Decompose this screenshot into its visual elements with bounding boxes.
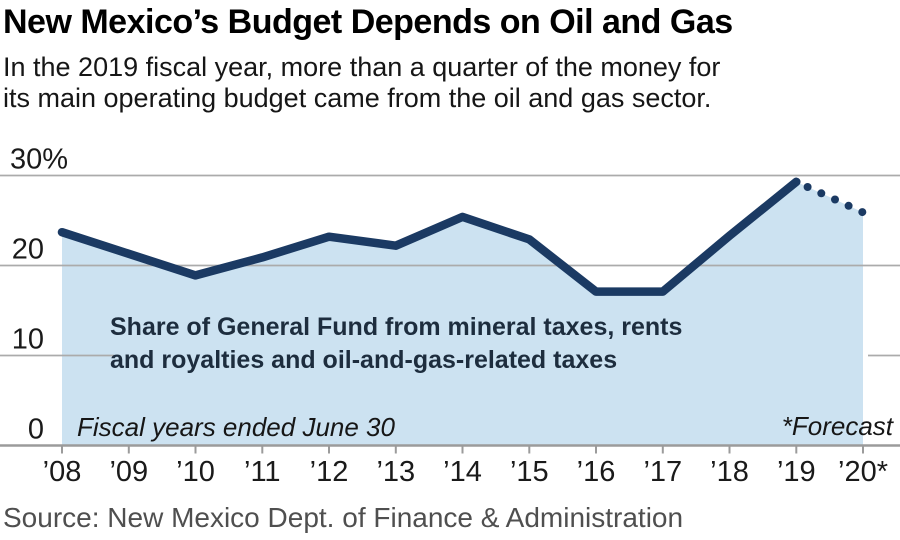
forecast-dots xyxy=(803,183,867,217)
chart-title: New Mexico’s Budget Depends on Oil and G… xyxy=(3,3,733,41)
y-axis-labels: 30% 20 10 0 xyxy=(10,144,68,446)
x-tick-label: ’20* xyxy=(838,456,888,488)
gridlines xyxy=(0,174,900,447)
annotation-share-general-fund-line2: and royalties and oil-and-gas-related ta… xyxy=(110,346,617,374)
footnote-fiscal-years: Fiscal years ended June 30 xyxy=(77,412,396,442)
y-tick-label: 10 xyxy=(12,324,44,356)
x-tick-label: ’14 xyxy=(443,456,482,488)
x-tick-label: ’17 xyxy=(643,456,682,488)
x-tick-label: ’18 xyxy=(710,456,749,488)
annotation-share-general-fund-line1: Share of General Fund from mineral taxes… xyxy=(110,313,682,341)
x-tick-label: ’10 xyxy=(176,456,215,488)
y-tick-label: 20 xyxy=(12,234,44,266)
x-axis xyxy=(61,446,864,454)
x-tick-label: ’12 xyxy=(310,456,349,488)
x-tick-label: ’09 xyxy=(109,456,148,488)
x-tick-label: ’16 xyxy=(577,456,616,488)
x-axis-labels: ’08 ’09 ’10 ’11 ’12 ’13 ’14 ’15 ’16 ’17 ’18 ’19 ’20* xyxy=(43,456,888,488)
source-line: Source: New Mexico Dept. of Finance & Ad… xyxy=(3,502,684,533)
area-fill xyxy=(62,181,863,445)
y-tick-label: 30% xyxy=(10,144,68,176)
x-tick-label: ’08 xyxy=(43,456,82,488)
x-tick-label: ’11 xyxy=(244,456,281,488)
chart-subtitle: In the 2019 fiscal year, more than a qua… xyxy=(3,52,721,114)
x-tick-label: ’15 xyxy=(510,456,549,488)
x-tick-label: ’13 xyxy=(376,456,415,488)
y-tick-label: 0 xyxy=(28,414,44,446)
footnote-forecast: *Forecast xyxy=(782,411,895,441)
x-tick-label: ’19 xyxy=(777,456,816,488)
data-line xyxy=(57,177,801,296)
